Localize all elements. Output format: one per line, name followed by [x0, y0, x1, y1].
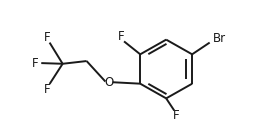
Text: F: F: [173, 109, 180, 122]
Text: O: O: [104, 76, 113, 89]
Text: F: F: [32, 57, 39, 70]
Text: F: F: [44, 83, 51, 96]
Text: F: F: [118, 30, 124, 43]
Text: Br: Br: [213, 32, 226, 45]
Text: F: F: [44, 31, 51, 44]
